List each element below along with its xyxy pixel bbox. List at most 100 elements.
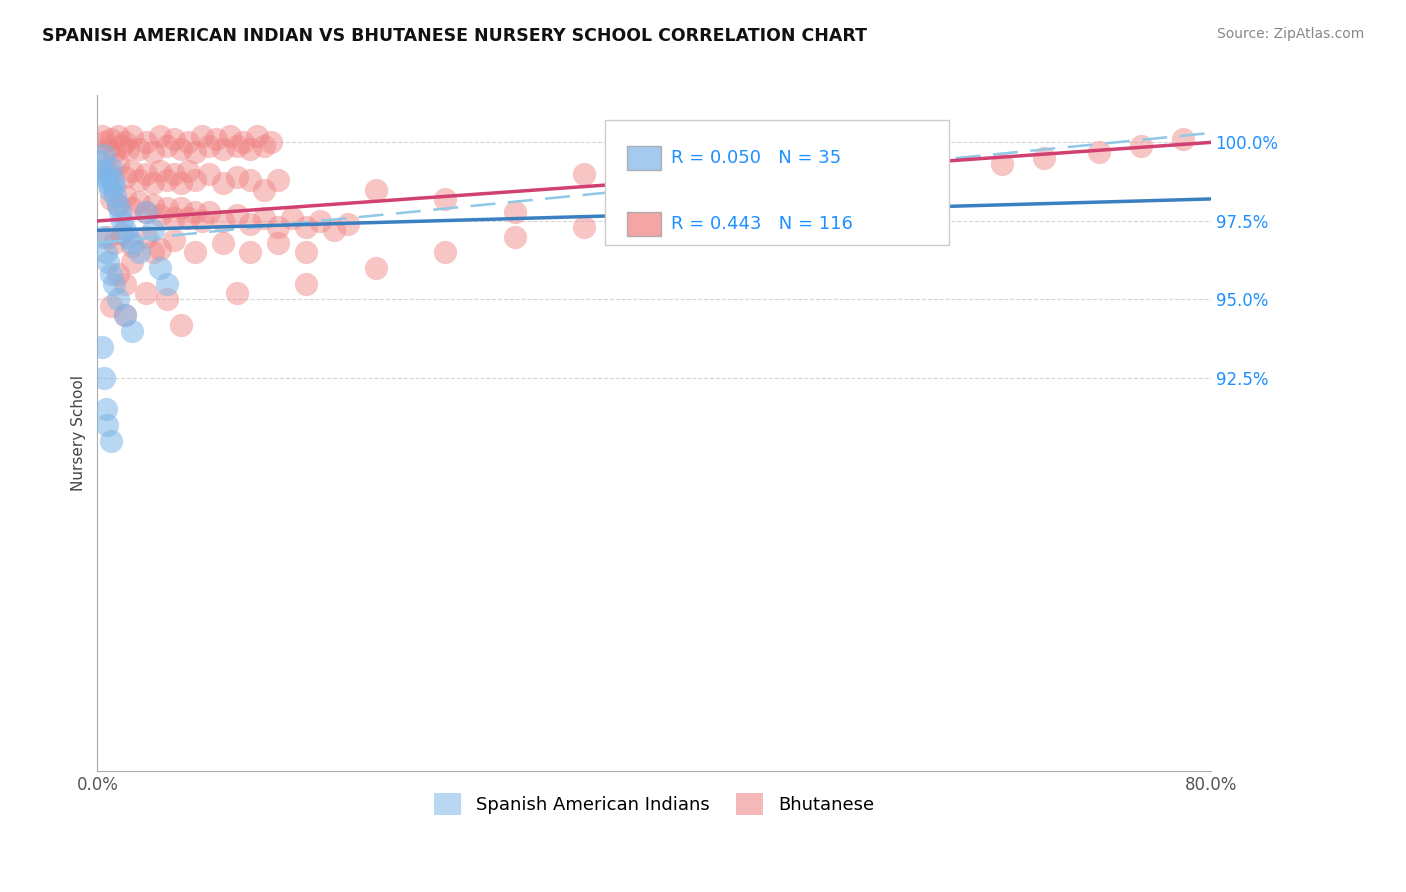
Point bbox=[103, 145, 125, 159]
Point bbox=[107, 268, 129, 282]
Point bbox=[114, 223, 136, 237]
Point bbox=[101, 173, 124, 187]
Point bbox=[253, 138, 276, 153]
Point bbox=[184, 173, 207, 187]
Point bbox=[170, 318, 193, 332]
Point bbox=[100, 132, 122, 146]
Point bbox=[713, 198, 735, 212]
Point bbox=[100, 268, 122, 282]
Point bbox=[97, 176, 120, 190]
Point bbox=[211, 176, 233, 190]
Point bbox=[852, 179, 875, 194]
Point bbox=[1130, 138, 1153, 153]
Point bbox=[100, 161, 122, 175]
Point bbox=[225, 138, 247, 153]
Point bbox=[142, 145, 165, 159]
Point bbox=[90, 340, 112, 354]
Point bbox=[135, 229, 157, 244]
Point bbox=[114, 169, 136, 184]
Point bbox=[97, 142, 120, 156]
Point bbox=[98, 182, 121, 196]
Point bbox=[135, 167, 157, 181]
Point bbox=[184, 204, 207, 219]
Point bbox=[643, 214, 665, 228]
Point bbox=[128, 173, 150, 187]
Point bbox=[177, 211, 200, 225]
Point bbox=[142, 223, 165, 237]
Point bbox=[503, 204, 526, 219]
Point bbox=[260, 136, 283, 150]
Point bbox=[163, 167, 186, 181]
Point bbox=[107, 129, 129, 144]
Point bbox=[197, 204, 219, 219]
Text: R = 0.050   N = 35: R = 0.050 N = 35 bbox=[671, 149, 841, 167]
Point bbox=[114, 136, 136, 150]
Point bbox=[100, 299, 122, 313]
Point bbox=[94, 245, 117, 260]
Point bbox=[114, 308, 136, 322]
Point bbox=[149, 208, 172, 222]
Point bbox=[246, 129, 269, 144]
Point bbox=[107, 293, 129, 307]
Point bbox=[121, 163, 143, 178]
Legend: Spanish American Indians, Bhutanese: Spanish American Indians, Bhutanese bbox=[427, 786, 882, 822]
Point bbox=[107, 157, 129, 171]
Point bbox=[128, 142, 150, 156]
Point bbox=[117, 229, 139, 244]
Point bbox=[156, 293, 179, 307]
Point bbox=[149, 129, 172, 144]
Point bbox=[225, 286, 247, 301]
Point bbox=[100, 434, 122, 448]
Point bbox=[90, 163, 112, 178]
Point bbox=[149, 242, 172, 256]
Point bbox=[323, 223, 346, 237]
Point bbox=[103, 179, 125, 194]
Point bbox=[170, 176, 193, 190]
Point bbox=[163, 132, 186, 146]
Point bbox=[111, 227, 134, 241]
Point bbox=[100, 167, 122, 181]
Point bbox=[94, 169, 117, 184]
Point bbox=[111, 214, 134, 228]
Point bbox=[142, 245, 165, 260]
Point bbox=[97, 229, 120, 244]
Point bbox=[104, 189, 127, 203]
Point bbox=[135, 286, 157, 301]
Point bbox=[90, 129, 112, 144]
Point bbox=[149, 163, 172, 178]
Point bbox=[239, 245, 262, 260]
Point bbox=[253, 211, 276, 225]
Point bbox=[128, 245, 150, 260]
Point bbox=[295, 277, 318, 291]
Point bbox=[108, 204, 131, 219]
Point bbox=[1088, 145, 1111, 159]
Point bbox=[91, 229, 114, 244]
Point bbox=[170, 202, 193, 216]
Point bbox=[135, 136, 157, 150]
Point bbox=[163, 211, 186, 225]
Point bbox=[121, 254, 143, 268]
Point bbox=[434, 245, 457, 260]
Point bbox=[121, 202, 143, 216]
Point bbox=[121, 239, 143, 253]
Point bbox=[225, 208, 247, 222]
Point bbox=[96, 418, 118, 433]
Point bbox=[1171, 132, 1194, 146]
Point bbox=[149, 261, 172, 276]
Point bbox=[94, 402, 117, 417]
Point bbox=[170, 142, 193, 156]
Point bbox=[211, 142, 233, 156]
Point bbox=[107, 198, 129, 212]
Point bbox=[135, 204, 157, 219]
Point bbox=[121, 324, 143, 338]
Point bbox=[295, 245, 318, 260]
Point bbox=[503, 229, 526, 244]
Text: Source: ZipAtlas.com: Source: ZipAtlas.com bbox=[1216, 27, 1364, 41]
Point bbox=[107, 198, 129, 212]
Point bbox=[103, 235, 125, 250]
Point bbox=[267, 235, 290, 250]
Point bbox=[156, 173, 179, 187]
Point bbox=[121, 129, 143, 144]
Point bbox=[267, 173, 290, 187]
Point bbox=[713, 214, 735, 228]
